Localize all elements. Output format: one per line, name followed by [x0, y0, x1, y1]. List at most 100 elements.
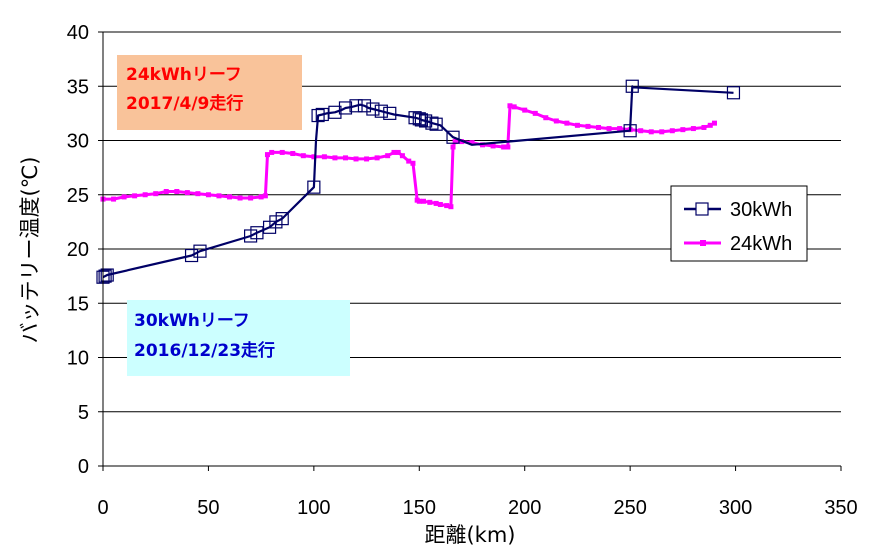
- data-point: [490, 143, 496, 149]
- data-point: [648, 129, 654, 135]
- axes: [98, 31, 842, 471]
- data-point: [625, 79, 639, 93]
- data-point: [279, 149, 285, 155]
- data-point: [174, 188, 180, 194]
- data-point: [153, 191, 159, 197]
- y-tick-label: 40: [67, 22, 89, 44]
- data-point: [726, 86, 741, 100]
- data-point: [100, 268, 114, 282]
- data-point: [248, 195, 254, 201]
- data-point: [406, 158, 412, 164]
- annotation-24kwh-line1: 24kWhリーフ: [126, 65, 242, 85]
- data-point: [227, 194, 233, 200]
- data-point: [132, 193, 138, 199]
- data-point: [433, 200, 439, 206]
- legend-box: [670, 185, 808, 262]
- data-point: [596, 124, 602, 130]
- data-point: [414, 113, 428, 127]
- annotation-24kwh: 24kWhリーフ 2017/4/9走行: [117, 55, 302, 130]
- x-tick-label: 300: [719, 497, 752, 519]
- data-point: [311, 108, 325, 123]
- data-point: [364, 156, 370, 162]
- data-point: [262, 193, 268, 199]
- y-axis-title: バッテリー温度(℃): [18, 157, 42, 344]
- legend-marker-30kwh: [695, 202, 709, 216]
- data-point: [564, 120, 570, 126]
- annotation-30kwh-line1: 30kWhリーフ: [134, 311, 250, 331]
- data-point: [437, 202, 443, 208]
- data-point: [707, 122, 713, 128]
- data-point: [505, 144, 511, 150]
- data-point: [522, 107, 528, 113]
- data-point: [669, 128, 675, 134]
- data-point: [448, 204, 454, 210]
- data-point: [680, 127, 686, 133]
- data-point: [264, 152, 270, 158]
- annotation-30kwh: 30kWhリーフ 2016/12/23走行: [127, 300, 350, 376]
- data-point: [511, 104, 517, 110]
- data-point: [617, 126, 623, 132]
- data-point: [142, 192, 148, 198]
- data-point: [300, 153, 306, 159]
- data-point: [416, 198, 422, 204]
- data-point: [315, 107, 329, 122]
- data-point: [328, 105, 342, 119]
- data-point: [690, 126, 696, 132]
- y-tick-label: 30: [67, 131, 89, 153]
- data-point: [507, 103, 513, 109]
- data-point: [421, 198, 427, 204]
- x-tick-label: 50: [197, 497, 219, 519]
- data-point: [366, 102, 380, 116]
- data-point: [711, 120, 717, 126]
- data-point: [374, 155, 380, 161]
- data-point: [399, 153, 405, 159]
- data-point: [585, 123, 591, 129]
- y-tick-label: 25: [67, 185, 89, 207]
- annotation-24kwh-box: [117, 55, 302, 130]
- data-point: [574, 122, 580, 128]
- data-point: [184, 190, 190, 196]
- data-point: [450, 144, 456, 150]
- data-point: [638, 128, 644, 134]
- x-tick-label: 200: [508, 497, 541, 519]
- data-point: [701, 124, 707, 130]
- x-axis-title: 距離(km): [424, 523, 515, 547]
- y-tick-label: 10: [67, 348, 89, 370]
- data-point: [391, 149, 397, 155]
- data-point: [374, 104, 388, 118]
- y-tick-label: 0: [78, 456, 89, 478]
- data-point: [237, 195, 243, 201]
- data-point: [321, 154, 327, 160]
- data-point: [205, 192, 211, 198]
- data-point: [427, 199, 433, 205]
- legend-marker-24kwh: [700, 240, 706, 246]
- data-point: [338, 101, 353, 115]
- data-point: [659, 129, 665, 135]
- data-point: [385, 153, 391, 159]
- data-point: [543, 115, 549, 121]
- data-point: [452, 139, 458, 145]
- data-point: [195, 191, 201, 197]
- x-tick-label: 250: [613, 497, 646, 519]
- legend-label-30kwh: 30kWh: [730, 199, 792, 221]
- data-point: [395, 149, 401, 155]
- data-point: [111, 196, 117, 202]
- data-point: [349, 99, 363, 113]
- y-tick-label: 20: [67, 239, 89, 261]
- data-point: [307, 180, 321, 194]
- data-point: [429, 117, 443, 131]
- annotations: 24kWhリーフ 2017/4/9走行 30kWhリーフ 2016/12/23走…: [117, 55, 350, 376]
- data-point: [446, 130, 460, 144]
- data-point: [623, 124, 637, 138]
- data-point: [290, 151, 296, 157]
- data-point: [163, 188, 169, 194]
- x-tick-label: 150: [403, 497, 436, 519]
- x-tick-label: 350: [824, 497, 857, 519]
- annotation-24kwh-line2: 2017/4/9走行: [126, 93, 243, 114]
- series-30kwh: [96, 79, 741, 284]
- data-point: [444, 203, 450, 209]
- data-point: [353, 156, 359, 162]
- y-tick-label: 15: [67, 293, 89, 315]
- annotation-30kwh-line2: 2016/12/23走行: [134, 340, 275, 361]
- data-point: [269, 149, 275, 155]
